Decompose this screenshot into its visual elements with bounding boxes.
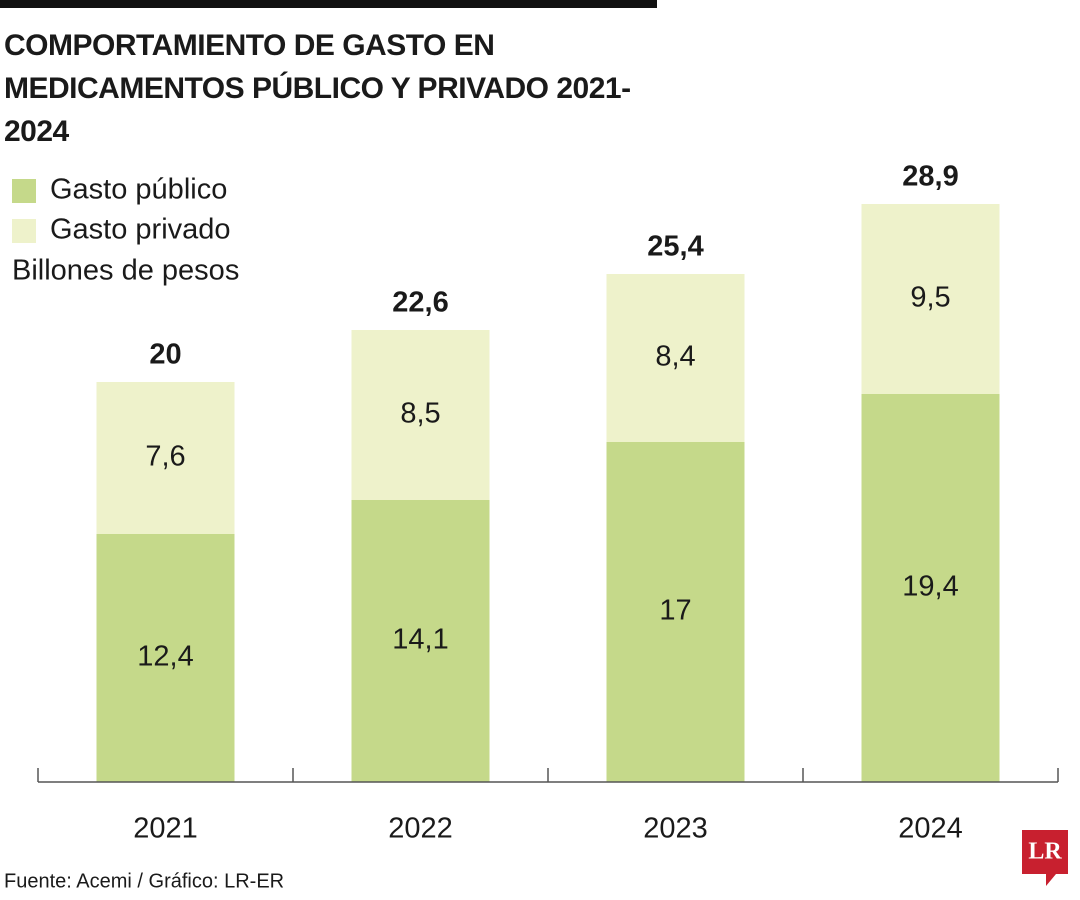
x-tick-label: 2022 [388,813,453,845]
legend-label: Gasto público [50,174,227,206]
bar-segment [861,204,1000,394]
x-tick-label: 2023 [643,813,708,845]
logo: LR [1028,839,1062,865]
source: Fuente: Acemi / Gráfico: LR-ER [4,870,284,892]
value-label: 9,5 [910,282,950,314]
total-label: 22,6 [392,287,448,319]
chart-title: COMPORTAMIENTO DE GASTO EN MEDICAMENTOS … [4,29,631,148]
total-label: 25,4 [647,231,703,263]
bar-segment [606,274,745,442]
value-label: 14,1 [392,624,448,656]
legend-label: Gasto privado [50,214,231,246]
logo-box [1022,830,1068,886]
bar-segment [351,500,490,782]
x-tick-label: 2021 [133,813,198,845]
bar-segment [96,534,235,782]
value-label: 8,5 [400,398,440,430]
value-label: 19,4 [902,571,958,603]
bar-segment [351,330,490,500]
bar-segment [606,442,745,782]
bar-segment [861,394,1000,782]
value-label: 8,4 [655,341,695,373]
value-label: 17 [659,595,691,627]
bar-segment [96,382,235,534]
total-label: 20 [149,339,181,371]
total-label: 28,9 [902,161,958,193]
value-label: 7,6 [145,441,185,473]
legend-swatch [12,219,36,243]
unit-label: Billones de pesos [12,255,239,287]
legend-swatch [12,179,36,203]
top-rule [0,0,657,8]
value-label: 12,4 [137,641,193,673]
x-tick-label: 2024 [898,813,963,845]
